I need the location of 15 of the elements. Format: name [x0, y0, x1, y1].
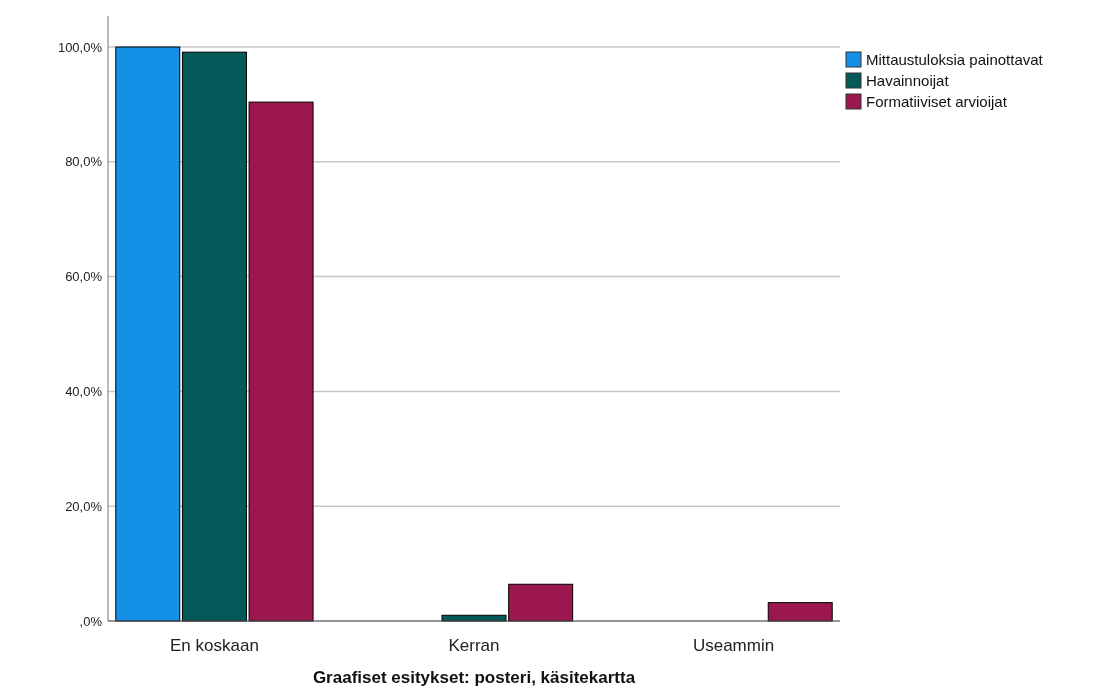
- x-tick-label: Kerran: [448, 636, 500, 655]
- x-axis-title: Graafiset esitykset: posteri, käsitekartta: [312, 668, 636, 687]
- legend-label: Havainnoijat: [866, 72, 950, 90]
- y-tick-label: 80,0%: [65, 154, 103, 170]
- y-tick-label: ,0%: [79, 613, 103, 629]
- legend-label: Formatiiviset arvioijat: [866, 93, 1008, 111]
- bar: [115, 46, 181, 622]
- y-tick-label: 100,0%: [57, 39, 103, 55]
- y-tick-label: 60,0%: [65, 269, 103, 285]
- legend-label: Mittaustuloksia painottavat: [866, 51, 1044, 69]
- bar: [767, 602, 833, 622]
- x-tick-label: En koskaan: [170, 636, 259, 655]
- y-tick-label: 20,0%: [65, 498, 103, 514]
- y-tick-label: 40,0%: [65, 383, 103, 399]
- x-tick-label: Useammin: [692, 636, 775, 655]
